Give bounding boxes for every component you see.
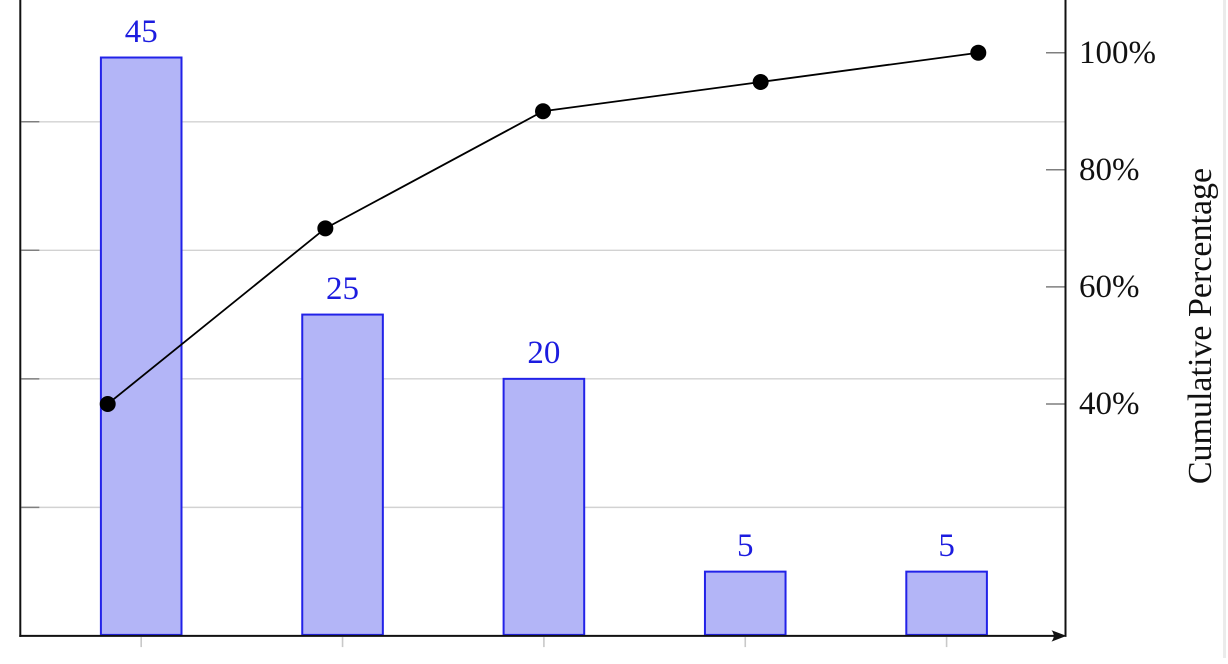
right-axis-title: Cumulative Percentage <box>1182 167 1219 485</box>
x-axis-arrow <box>1051 630 1067 642</box>
window-edge-line <box>1223 0 1226 658</box>
right-axis-tick-label: 80% <box>1079 151 1140 188</box>
right-axis-tick-label: 100% <box>1079 34 1156 71</box>
bar <box>301 313 384 636</box>
line-marker-dot <box>99 396 116 412</box>
bar <box>905 570 988 636</box>
bar <box>703 570 787 636</box>
bar <box>99 56 183 636</box>
bar <box>502 377 586 636</box>
line-marker-dot <box>752 73 769 90</box>
right-axis-tick-label: 60% <box>1079 268 1140 305</box>
line-marker-dot <box>970 44 987 61</box>
line-marker-dot <box>317 220 334 237</box>
right-axis-tick-label: 40% <box>1079 386 1140 422</box>
line-marker-dot <box>535 103 551 120</box>
